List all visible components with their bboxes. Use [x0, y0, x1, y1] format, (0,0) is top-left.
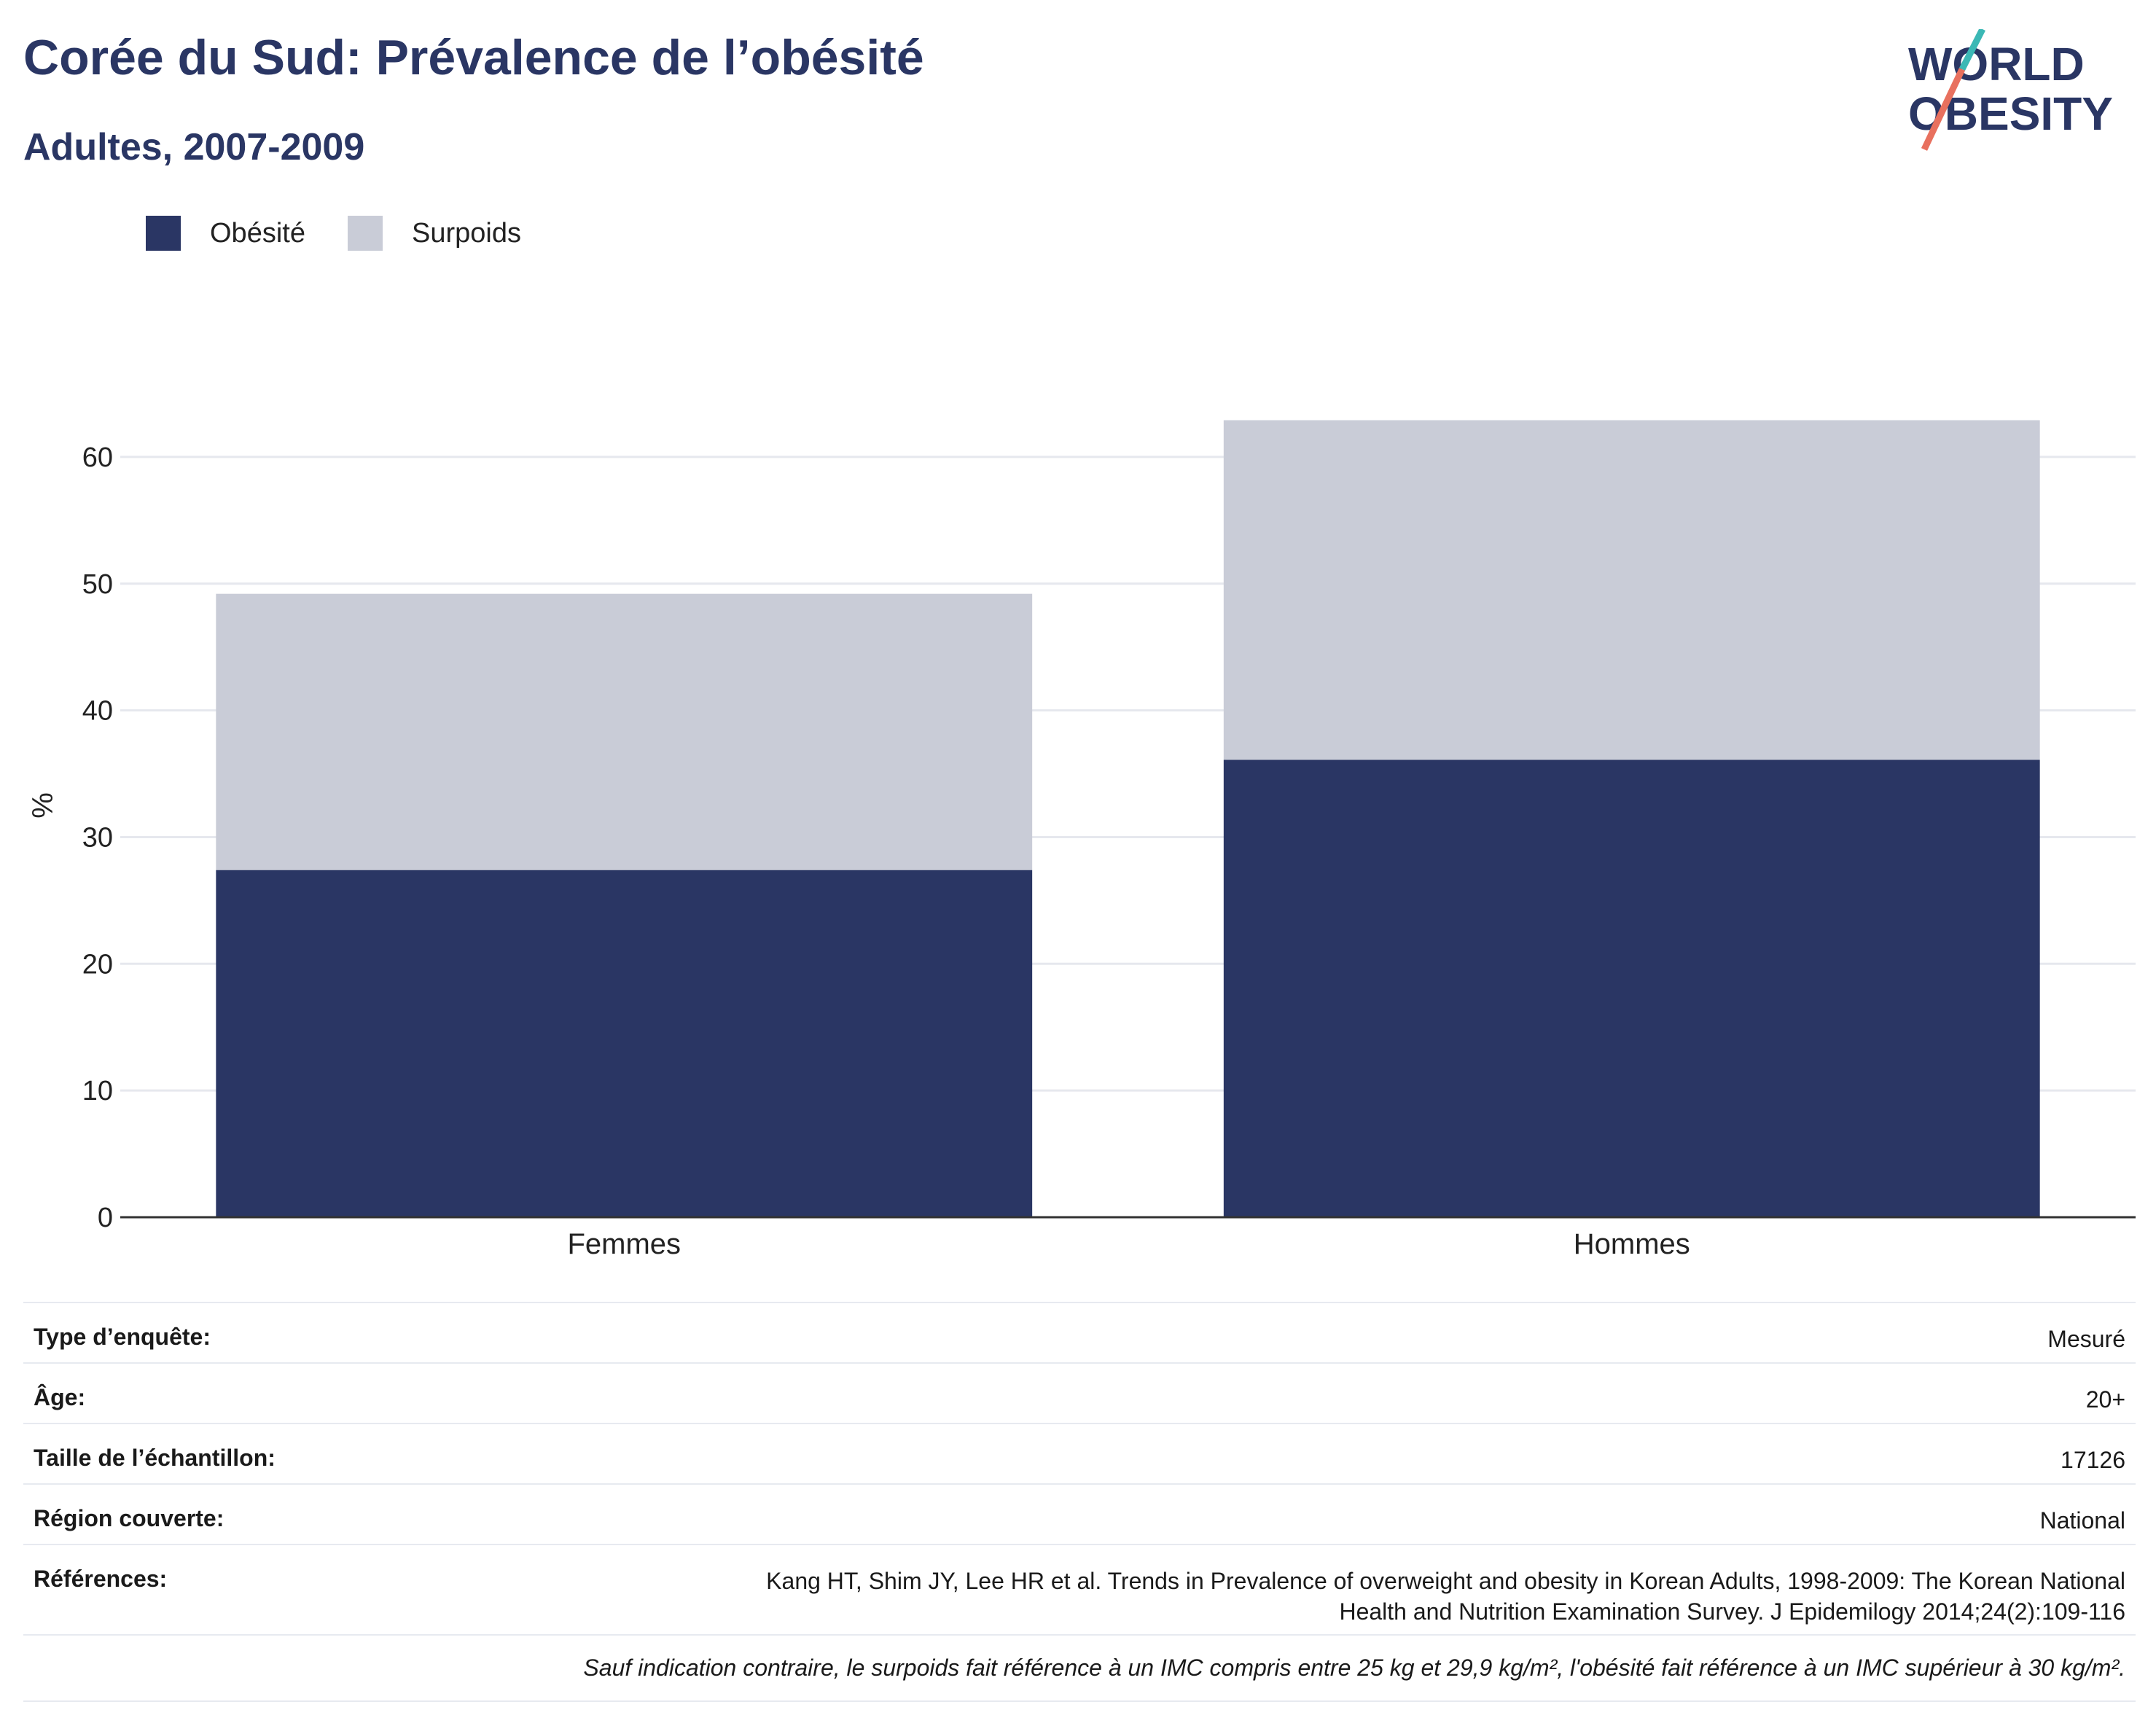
chart-title: Corée du Sud: Prévalence de l’obésité: [23, 30, 924, 85]
y-tick-label: 40: [82, 696, 113, 727]
details-row: Références: Kang HT, Shim JY, Lee HR et a…: [23, 1544, 2136, 1635]
world-obesity-logo: WORLD OBESITY: [1908, 29, 2113, 151]
bar-overweight-hommes: [1223, 420, 2040, 760]
x-tick-label: Femmes: [567, 1228, 681, 1260]
footnote: Sauf indication contraire, le surpoids f…: [583, 1655, 2125, 1681]
footnote-row: Sauf indication contraire, le surpoids f…: [23, 1635, 2136, 1701]
legend-label-obesity: Obésité: [210, 217, 305, 249]
legend-swatch-overweight: [347, 216, 383, 251]
details-key: Type d’enquête:: [34, 1324, 211, 1350]
x-tick-label: Hommes: [1574, 1228, 1690, 1260]
details-value: Kang HT, Shim JY, Lee HR et al. Trends i…: [766, 1568, 2125, 1625]
details-key: Références:: [34, 1566, 168, 1592]
y-tick-label: 60: [82, 442, 113, 473]
legend-label-overweight: Surpoids: [411, 217, 521, 249]
details-value: National: [2039, 1507, 2125, 1534]
details-row: Région couverte: National: [23, 1484, 2136, 1544]
logo-line1: WORLD: [1908, 38, 2085, 90]
details-value: 17126: [2061, 1447, 2125, 1473]
legend-item-obesity[interactable]: Obésité: [146, 216, 305, 251]
details-row: Type d’enquête: Mesuré: [23, 1303, 2136, 1363]
bar-obesity-hommes: [1223, 759, 2040, 1217]
y-tick-label: 20: [82, 949, 113, 980]
y-tick-label: 0: [98, 1203, 113, 1233]
chart-subtitle: Adultes, 2007-2009: [23, 126, 365, 168]
stacked-bar-chart: 0 10 20 30 40 50 60% Femmes Hommes: [27, 420, 2136, 1260]
details-key: Région couverte:: [34, 1505, 224, 1531]
bar-obesity-femmes: [216, 870, 1033, 1217]
details-value: Mesuré: [2047, 1326, 2125, 1352]
details-row: Âge: 20+: [23, 1363, 2136, 1423]
logo-slash-teal: [1958, 29, 1986, 71]
legend: Obésité Surpoids: [146, 216, 563, 251]
legend-item-overweight[interactable]: Surpoids: [347, 216, 521, 251]
details-value: 20+: [2085, 1386, 2125, 1413]
y-tick-label: 50: [82, 569, 113, 600]
legend-swatch-obesity: [146, 216, 181, 251]
bar-overweight-femmes: [216, 593, 1033, 870]
survey-details-table: Type d’enquête: Mesuré Âge: 20+ Taille de l’…: [23, 1302, 2136, 1702]
logo-slash-coral: [1921, 68, 1966, 151]
details-key: Taille de l’échantillon:: [34, 1445, 276, 1471]
y-tick-label: 10: [82, 1076, 113, 1106]
y-axis-label: %: [27, 792, 59, 819]
details-row: Taille de l’échantillon: 17126: [23, 1423, 2136, 1484]
details-key: Âge:: [34, 1384, 86, 1410]
y-tick-label: 30: [82, 822, 113, 853]
